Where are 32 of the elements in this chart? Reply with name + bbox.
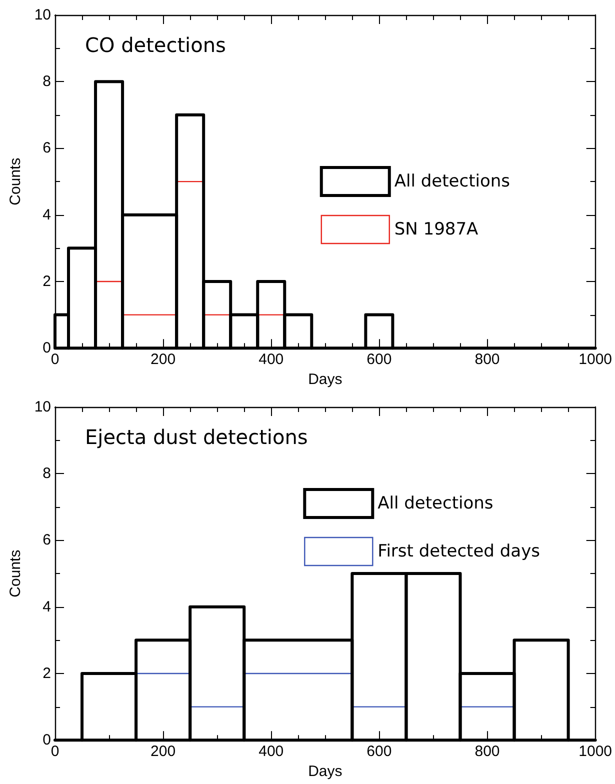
y-tick-label: 6	[42, 140, 51, 157]
text: Ejecta dust detections	[85, 425, 308, 449]
x-tick-label: 1000	[578, 743, 612, 760]
y-tick-label: 4	[42, 206, 51, 224]
y-axis-title: Counts	[7, 158, 24, 206]
y-tick-label: 2	[42, 664, 51, 682]
legend-label: SN 1987A	[394, 220, 479, 240]
x-tick-label: 600	[366, 743, 392, 760]
y-tick-label: 2	[42, 272, 51, 290]
y-tick-label: 0	[42, 732, 51, 749]
y-tick-label: 4	[42, 598, 51, 616]
x-tick-label: 200	[150, 743, 176, 760]
legend-label: All detections	[378, 494, 494, 514]
x-tick-label: 400	[258, 351, 284, 368]
y-tick-label: 8	[42, 73, 51, 90]
x-tick-label: 800	[474, 351, 500, 368]
y-tick-label: 8	[42, 465, 51, 482]
legend-label: All detections	[394, 172, 510, 192]
y-tick-label: 6	[42, 532, 51, 549]
x-tick-label: 600	[366, 351, 392, 368]
y-tick-label: 10	[34, 398, 51, 416]
text: CO detections	[85, 33, 226, 57]
x-tick-label: 200	[150, 351, 176, 368]
y-axis-title: Counts	[7, 550, 24, 598]
x-axis-title: Days	[308, 371, 342, 388]
x-tick-label: 400	[258, 743, 284, 760]
legend-label: First detected days	[378, 542, 540, 562]
x-axis-title: Days	[308, 763, 342, 780]
x-tick-label: 1000	[578, 351, 612, 368]
y-tick-label: 10	[34, 6, 51, 24]
x-tick-label: 800	[474, 743, 500, 760]
y-tick-label: 0	[42, 340, 51, 357]
